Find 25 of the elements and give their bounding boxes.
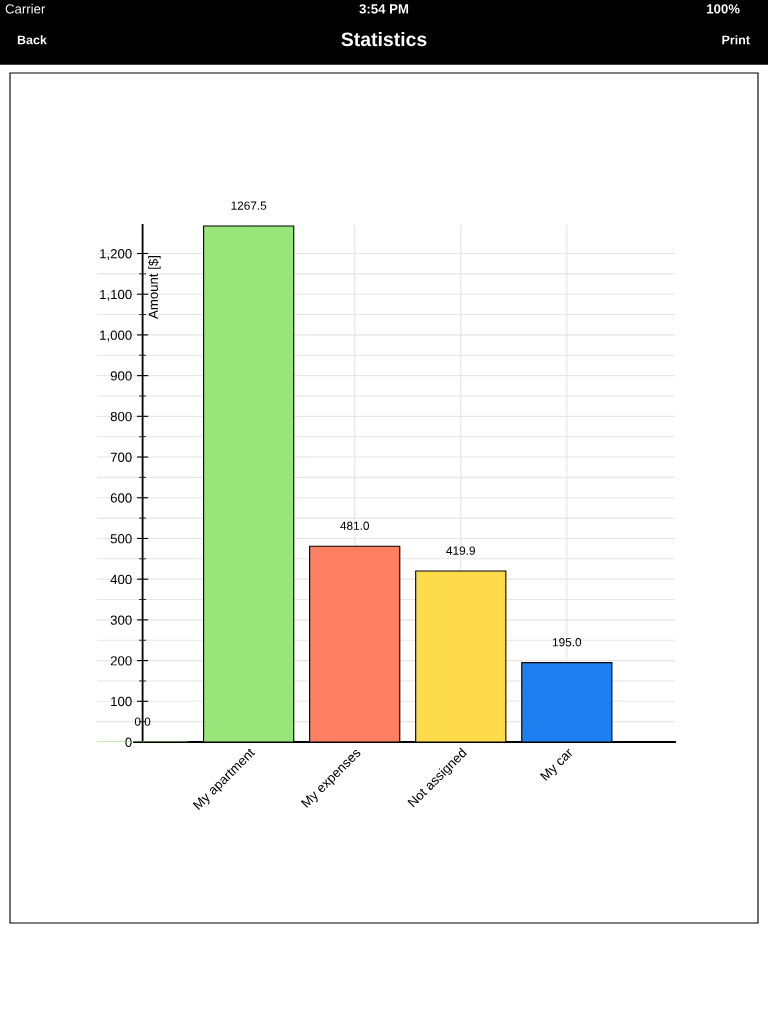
y-tick-label: 500 [110,534,132,544]
y-tick-label: 400 [110,574,132,585]
data-label: 195.0 [552,638,582,647]
y-tick-label: 900 [110,371,132,381]
text: Back [17,35,47,45]
y-axis-title: Amount [$] [148,256,161,319]
text: 100% [707,4,740,14]
y-tick-label: 300 [110,615,132,625]
y-tick-label: 600 [110,493,132,503]
y-tick-label: 1,000 [100,330,132,342]
x-tick-label: My car [539,747,576,783]
text: 3:54 PM [359,4,409,14]
y-tick-label: 800 [110,411,132,422]
y-tick-label: 100 [111,696,132,707]
y-tick-label: 200 [110,656,132,666]
text: Carrier [5,3,46,14]
y-tick-label: 0 [125,737,132,747]
y-tick-label: 1,100 [100,289,132,301]
text: Print [722,35,750,45]
data-label: 419.9 [446,546,475,555]
y-tick-label: 1,200 [100,249,132,260]
chart-title: Statistics [341,31,427,47]
data-label: 481.0 [340,521,370,530]
y-tick-label: 700 [110,452,132,462]
data-label: 1267.5 [231,201,267,210]
